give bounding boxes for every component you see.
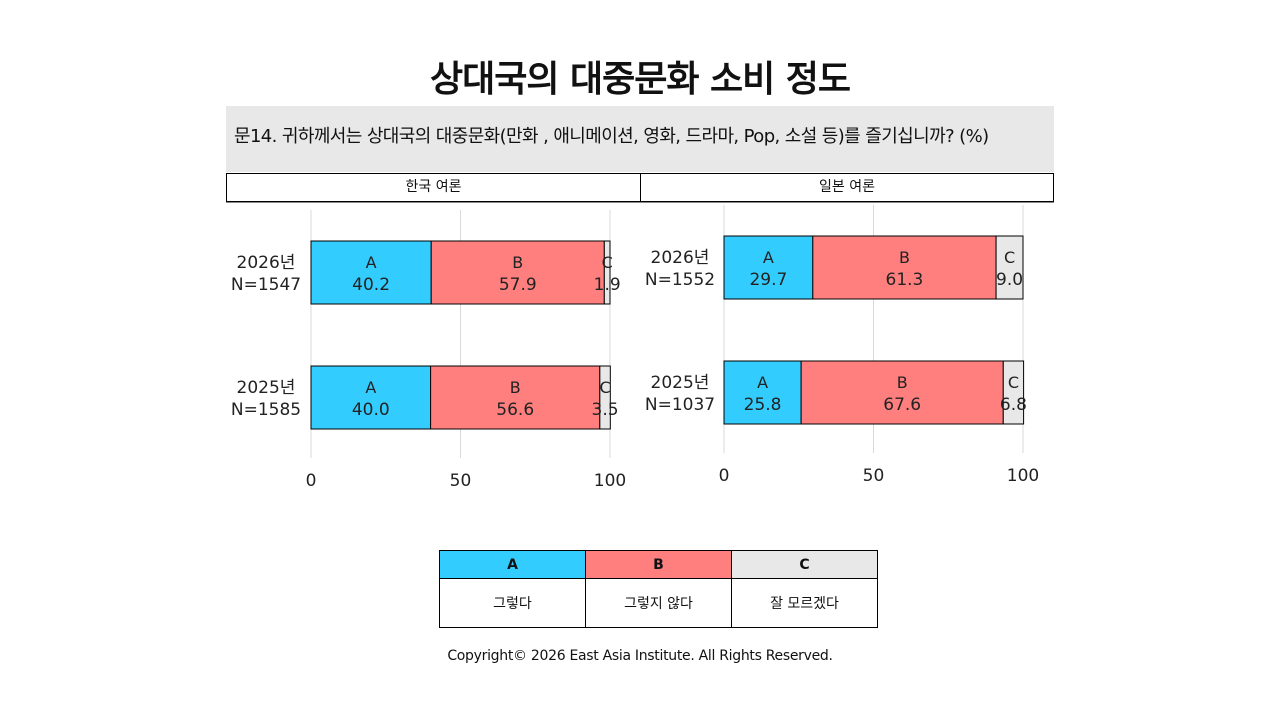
bar-segment-c [603, 240, 611, 305]
bar-value-label: 40.2 [352, 275, 390, 295]
bar-series-label: A [757, 373, 768, 392]
question-text: 문14. 귀하께서는 상대국의 대중문화(만화 , 애니메이션, 영화, 드라마… [226, 106, 1054, 172]
category-year-label: 2025년 [651, 373, 710, 393]
bar-series-label: C [599, 378, 610, 397]
legend-label-b: 그렇지 않다 [585, 578, 732, 628]
bar-segment-b [812, 235, 997, 300]
bar-segment-c [1002, 360, 1025, 425]
category-n-label: N=1037 [645, 395, 715, 415]
bar-value-label: 6.8 [1000, 395, 1027, 415]
bar-segment-b [430, 365, 601, 430]
bar-series-label: B [899, 248, 910, 267]
bar-value-label: 25.8 [744, 395, 782, 415]
legend-label-c: 잘 모르겠다 [731, 578, 878, 628]
legend-key-a: A [439, 550, 586, 579]
legend-key-b: B [585, 550, 732, 579]
bar-series-label: A [365, 378, 376, 397]
bar-value-label: 40.0 [352, 400, 390, 420]
bar-segment-a [723, 360, 802, 425]
bar-value-label: 1.9 [594, 275, 621, 295]
legend-table: A B C 그렇다 그렇지 않다 잘 모르겠다 [439, 550, 878, 628]
bar-value-label: 56.6 [496, 400, 534, 420]
category-n-label: N=1547 [231, 275, 301, 295]
legend-label-a: 그렇다 [439, 578, 586, 628]
bar-series-label: A [763, 248, 774, 267]
bar-series-label: C [602, 253, 613, 272]
bar-value-label: 61.3 [886, 270, 924, 290]
header-divider [226, 202, 1054, 203]
bar-series-label: B [510, 378, 521, 397]
panel-header-japan: 일본 여론 [640, 173, 1054, 202]
x-tick-label: 50 [863, 466, 885, 486]
x-tick-label: 50 [450, 471, 472, 491]
bar-series-label: C [1004, 248, 1015, 267]
legend-key-c: C [731, 550, 878, 579]
bar-value-label: 57.9 [499, 275, 537, 295]
copyright-text: Copyright© 2026 East Asia Institute. All… [447, 648, 833, 664]
bar-value-label: 67.6 [883, 395, 921, 415]
category-n-label: N=1552 [645, 270, 715, 290]
bar-series-label: B [897, 373, 908, 392]
category-year-label: 2026년 [237, 253, 296, 273]
x-tick-label: 0 [719, 466, 730, 486]
bar-segment-a [310, 365, 432, 430]
bar-segment-c [599, 365, 611, 430]
category-year-label: 2025년 [237, 378, 296, 398]
bar-segment-a [723, 235, 814, 300]
bar-segment-b [800, 360, 1004, 425]
category-n-label: N=1585 [231, 400, 301, 420]
category-year-label: 2026년 [651, 248, 710, 268]
bar-value-label: 29.7 [749, 270, 787, 290]
page-title: 상대국의 대중문화 소비 정도 [429, 59, 851, 100]
bar-value-label: 9.0 [996, 270, 1023, 290]
bar-segment-c [995, 235, 1024, 300]
bar-segment-a [310, 240, 432, 305]
bar-series-label: C [1008, 373, 1019, 392]
bar-series-label: A [366, 253, 377, 272]
x-tick-label: 0 [306, 471, 317, 491]
bar-segment-b [430, 240, 605, 305]
x-tick-label: 100 [594, 471, 626, 491]
x-tick-label: 100 [1007, 466, 1039, 486]
bar-series-label: B [512, 253, 523, 272]
bar-value-label: 3.5 [592, 400, 619, 420]
